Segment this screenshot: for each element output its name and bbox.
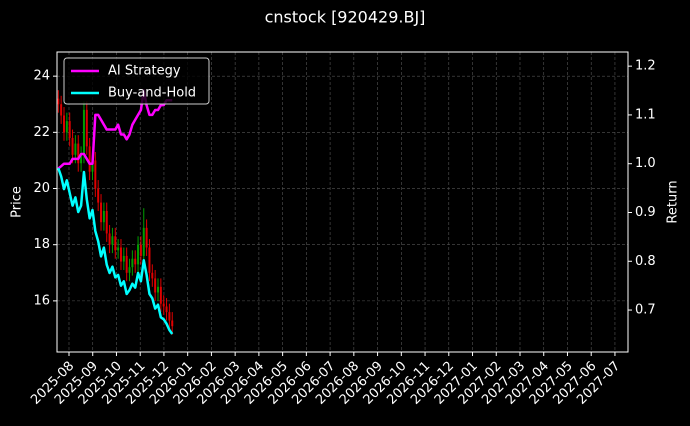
- candle-body: [82, 109, 85, 155]
- candle-body: [151, 272, 154, 279]
- candle-body: [148, 247, 151, 273]
- candle-body: [77, 143, 80, 164]
- y-tick-label: 22: [33, 125, 50, 140]
- candle-body: [119, 247, 122, 262]
- y2-tick-label: 0.8: [635, 254, 656, 269]
- y-axis-label: Price: [10, 186, 25, 218]
- legend-box: [63, 57, 210, 105]
- y2-tick-label: 1.0: [635, 156, 656, 171]
- candle-body: [74, 143, 77, 155]
- candle-body: [71, 137, 74, 155]
- candle-body: [94, 160, 97, 189]
- return-line: [57, 89, 173, 170]
- candle-body: [117, 247, 120, 251]
- legend-label: AI Strategy: [108, 64, 181, 79]
- candle-body: [91, 160, 94, 172]
- candle-body: [165, 306, 168, 313]
- plot-frame: [56, 51, 629, 353]
- return-line: [57, 167, 174, 335]
- y-tick-label: 20: [33, 181, 50, 196]
- candle-body: [57, 98, 60, 105]
- y2-tick-label: 1.2: [635, 59, 656, 74]
- candle-body: [125, 255, 128, 273]
- candle-body: [171, 320, 174, 327]
- candle-body: [159, 286, 162, 304]
- candle-body: [63, 115, 65, 133]
- y2-tick-label: 1.1: [635, 107, 656, 122]
- y2-tick-label: 0.7: [635, 303, 656, 318]
- candle-body: [80, 154, 83, 164]
- candle-body: [122, 255, 125, 262]
- chart-title: cnstock [920429.BJ]: [265, 8, 426, 27]
- candle-body: [114, 236, 117, 251]
- candle-body: [131, 258, 134, 268]
- candle-body: [154, 278, 157, 293]
- candle-body: [85, 109, 88, 147]
- candle-body: [145, 227, 148, 248]
- y-tick-label: 18: [33, 237, 50, 252]
- candle-body: [142, 227, 145, 256]
- candle-body: [68, 121, 71, 138]
- candle-body: [139, 244, 142, 256]
- y2-axis-label: Return: [666, 180, 681, 223]
- candle-body: [162, 303, 165, 307]
- candle-body: [111, 236, 114, 245]
- candle-body: [134, 258, 137, 265]
- candle-body: [128, 267, 131, 273]
- legend-label: Buy-and-Hold: [108, 86, 196, 101]
- candle-body: [108, 233, 111, 245]
- candle-body: [168, 312, 171, 321]
- candle-body: [60, 104, 63, 116]
- y2-tick-label: 0.9: [635, 205, 656, 220]
- candle-body: [100, 202, 103, 223]
- candle-body: [137, 244, 140, 265]
- candle-body: [65, 121, 68, 133]
- candle-body: [88, 146, 91, 172]
- candle-body: [97, 188, 100, 203]
- candle-body: [157, 286, 159, 293]
- y-tick-label: 16: [33, 293, 50, 308]
- y-tick-label: 24: [33, 69, 50, 84]
- candle-body: [105, 210, 108, 234]
- candle-body: [102, 210, 105, 223]
